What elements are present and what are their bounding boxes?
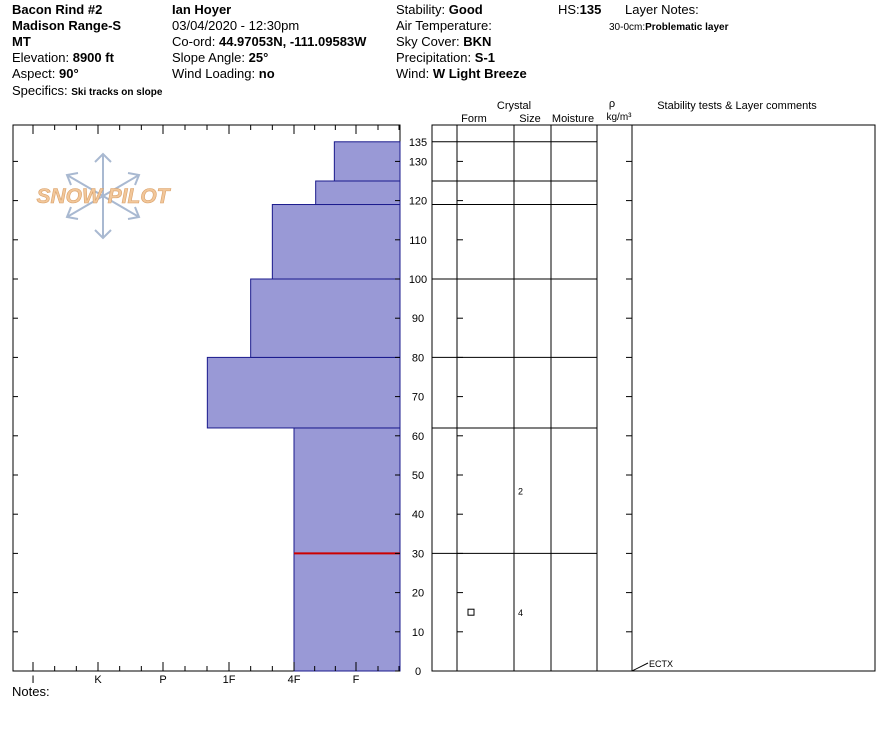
- aspect-row: Aspect: 90°: [12, 66, 79, 82]
- hardness-layer-bar: [293, 552, 401, 672]
- depth-tick-label: 100: [409, 274, 427, 286]
- depth-tick-label: 135: [409, 137, 427, 149]
- depth-tick-label: 40: [412, 509, 424, 521]
- wind-value: W Light Breeze: [432, 66, 527, 81]
- stability-row: Stability: Good: [396, 2, 483, 18]
- hardness-tick-label: 4F: [288, 674, 301, 686]
- coord-label: Co-ord:: [172, 34, 216, 49]
- comments-header: Stability tests & Layer comments: [657, 100, 817, 112]
- observation-datetime: 03/04/2020 - 12:30pm: [172, 18, 300, 33]
- slope-label: Slope Angle:: [172, 50, 246, 65]
- depth-tick-label: 130: [409, 156, 427, 168]
- depth-tick-label: 10: [412, 627, 424, 639]
- range-name: Madison Range-S: [12, 18, 122, 33]
- rho-header: ρ: [609, 98, 615, 110]
- sky-value: BKN: [463, 34, 492, 49]
- wind-label: Wind:: [396, 66, 430, 81]
- wind-loading-value: no: [258, 66, 275, 81]
- crystal-header: Crystal: [497, 100, 531, 112]
- layer-note-row: 30-0cm:Problematic layer: [609, 20, 729, 36]
- specifics-value: Ski tracks on slope: [71, 87, 163, 98]
- notes-label: Notes:: [12, 684, 50, 699]
- hs-label: HS:: [558, 2, 580, 17]
- depth-tick-label: 50: [412, 470, 424, 482]
- stability-label: Stability:: [396, 2, 446, 17]
- precip-row: Precipitation: S-1: [396, 50, 495, 66]
- hardness-layer-bar: [250, 278, 401, 358]
- crystal-size-label: 4: [518, 608, 523, 618]
- depth-tick-label: 70: [412, 392, 424, 404]
- air-temp-label: Air Temperature:: [396, 18, 492, 33]
- coord-row: Co-ord: 44.97053N, -111.09583W: [172, 34, 366, 50]
- stability-test-label: ECTX: [649, 659, 673, 669]
- hardness-layer-bar: [206, 356, 401, 429]
- layer-note-text: Problematic layer: [645, 22, 729, 33]
- layer-table-content: 2 4 ECTX: [432, 141, 673, 672]
- aspect-label: Aspect:: [12, 66, 56, 81]
- specifics-row: Specifics: Ski tracks on slope: [12, 83, 162, 101]
- crystal-form-square-icon: [467, 608, 475, 616]
- logo-text: SNOW PILOT: [37, 185, 172, 208]
- depth-tick-label: 90: [412, 313, 424, 325]
- site-name: Bacon Rind #2: [12, 2, 103, 17]
- depth-tick-label: 120: [409, 196, 427, 208]
- depth-tick-label: 60: [412, 431, 424, 443]
- snowpilot-logo: SNOW PILOT: [36, 152, 172, 240]
- slope-value: 25°: [248, 50, 269, 65]
- form-header: Form: [461, 113, 487, 125]
- layer-note-range: 30-0cm:: [609, 22, 646, 33]
- elevation-label: Elevation:: [12, 50, 70, 65]
- depth-tick-label: 0: [415, 666, 421, 678]
- hardness-layer-bar: [315, 180, 401, 206]
- hardness-layers: [206, 141, 401, 672]
- hardness-tick-label: F: [353, 674, 360, 686]
- specifics-label: Specifics:: [12, 83, 68, 98]
- depth-tick-label: 20: [412, 588, 424, 600]
- coord-value: 44.97053N, -111.09583W: [218, 34, 367, 49]
- hardness-tick-label: 1F: [223, 674, 236, 686]
- stability-test-leader: [631, 662, 649, 672]
- axis-ticks: 0 10 20 30 40 50 60 70 80 90 100 110 120 130 135 I K P 1F 4…: [13, 125, 632, 686]
- hardness-tick-label: K: [94, 674, 102, 686]
- wind-loading-label: Wind Loading:: [172, 66, 256, 81]
- elevation-row: Elevation: 8900 ft: [12, 50, 114, 66]
- depth-tick-label: 30: [412, 548, 424, 560]
- hardness-layer-bar: [293, 427, 401, 554]
- hardness-layer-bar: [271, 204, 401, 280]
- stability-value: Good: [448, 2, 483, 17]
- precip-value: S-1: [474, 50, 496, 65]
- moisture-header: Moisture: [552, 113, 594, 125]
- sky-row: Sky Cover: BKN: [396, 34, 491, 50]
- slope-row: Slope Angle: 25°: [172, 50, 268, 66]
- wind-loading-row: Wind Loading: no: [172, 66, 275, 82]
- hs-row: HS:135: [558, 2, 601, 18]
- crystal-size-label: 2: [518, 487, 523, 497]
- depth-tick-label: 110: [409, 235, 427, 247]
- depth-tick-label: 80: [412, 352, 424, 364]
- hardness-layer-bar: [333, 141, 401, 182]
- aspect-value: 90°: [58, 66, 79, 81]
- observer-name: Ian Hoyer: [172, 2, 232, 17]
- hs-value: 135: [579, 2, 602, 17]
- size-header: Size: [519, 113, 540, 125]
- elevation-value: 8900 ft: [72, 50, 114, 65]
- layer-notes-label: Layer Notes:: [625, 2, 699, 17]
- state-name: MT: [12, 34, 31, 49]
- precip-label: Precipitation:: [396, 50, 472, 65]
- hardness-tick-label: I: [31, 674, 34, 686]
- sky-label: Sky Cover:: [396, 34, 460, 49]
- wind-row: Wind: W Light Breeze: [396, 66, 527, 82]
- hardness-tick-label: P: [159, 674, 166, 686]
- layer-table-frame: [431, 124, 876, 672]
- snowflake-icon: [65, 152, 141, 240]
- density-unit-header: kg/m³: [607, 112, 633, 123]
